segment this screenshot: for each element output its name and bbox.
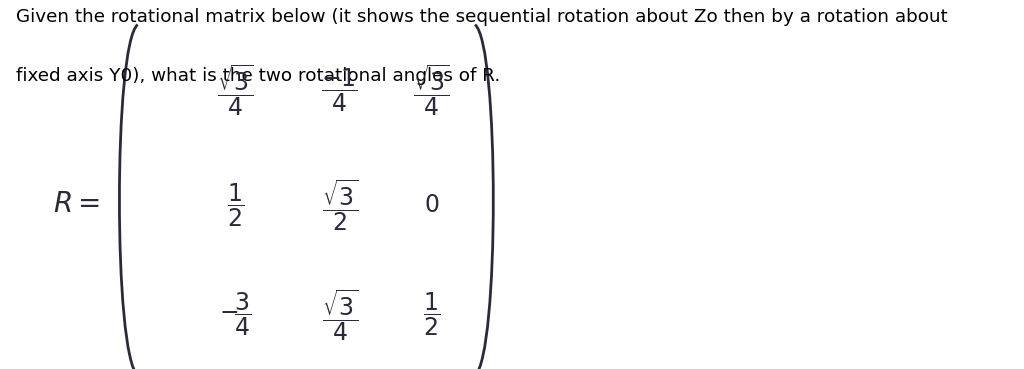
Text: Given the rotational matrix below (it shows the sequential rotation about Zo the: Given the rotational matrix below (it sh… [15,8,947,26]
Text: $\dfrac{1}{2}$: $\dfrac{1}{2}$ [226,181,244,228]
Text: $\dfrac{-1}{4}$: $\dfrac{-1}{4}$ [322,66,358,114]
Text: $-\!\dfrac{3}{4}$: $-\!\dfrac{3}{4}$ [219,291,252,338]
Text: $\dfrac{1}{2}$: $\dfrac{1}{2}$ [423,291,440,338]
Text: $\dfrac{\sqrt{3}}{4}$: $\dfrac{\sqrt{3}}{4}$ [322,287,358,342]
Text: $\dfrac{\sqrt{3}}{4}$: $\dfrac{\sqrt{3}}{4}$ [413,62,450,118]
Text: fixed axis Y0), what is the two rotational angles of R.: fixed axis Y0), what is the two rotation… [15,67,500,85]
Text: $R =$: $R =$ [53,192,100,218]
Text: $\dfrac{\sqrt{3}}{4}$: $\dfrac{\sqrt{3}}{4}$ [217,62,254,118]
Text: $\dfrac{\sqrt{3}}{2}$: $\dfrac{\sqrt{3}}{2}$ [322,177,358,233]
Text: $0$: $0$ [424,193,439,217]
